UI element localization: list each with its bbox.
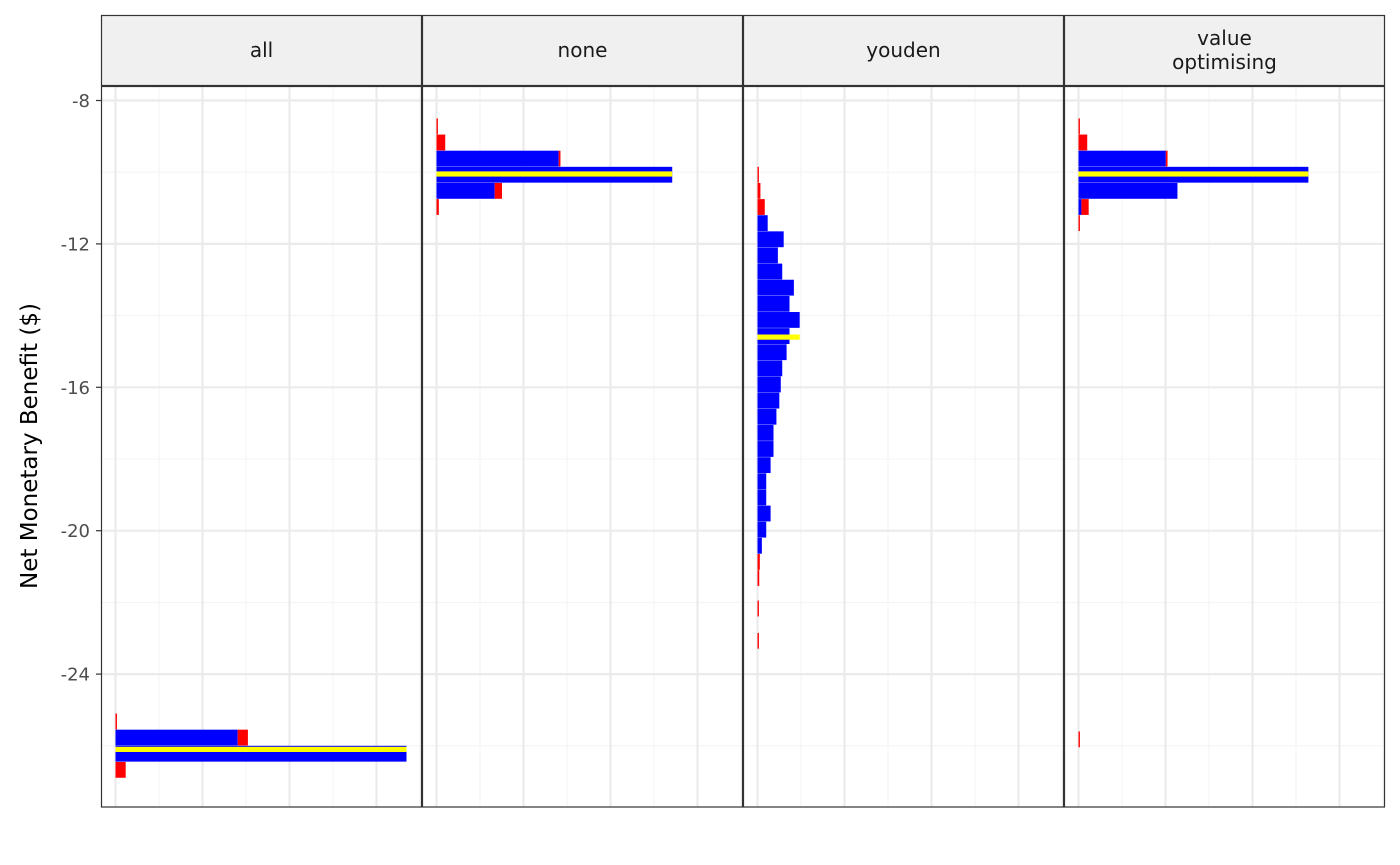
histogram-bar: [757, 457, 771, 474]
y-axis-tick-label: -24: [61, 665, 90, 686]
facet-strip: [742, 14, 1065, 87]
histogram-bar: [757, 392, 780, 409]
facet-strip-label-line: value: [1197, 26, 1252, 50]
y-axis-tick-label: -20: [61, 521, 90, 542]
histogram-bar: [436, 134, 446, 151]
median-line: [115, 746, 407, 752]
histogram-bar: [436, 182, 495, 199]
histogram-bar: [1078, 150, 1166, 167]
histogram-bar: [757, 295, 790, 312]
histogram-bar: [757, 521, 767, 538]
histogram-bar: [436, 150, 559, 167]
histogram-bar: [757, 441, 774, 457]
y-axis-tick-label: -16: [61, 378, 90, 399]
histogram-bar: [436, 118, 438, 135]
histogram-bar: [1165, 150, 1168, 167]
median-line: [757, 334, 800, 340]
y-axis: -8 -12 -16 -20 -24: [61, 91, 101, 686]
histogram-bar: [757, 360, 783, 377]
facet-panels: all none youden value optimising: [100, 14, 1386, 808]
facet-panel: none: [421, 14, 744, 808]
panel-border: [1063, 85, 1386, 808]
histogram-bar: [757, 537, 762, 554]
histogram-bar: [558, 150, 561, 167]
histogram-bar: [436, 199, 439, 215]
facet-panel: youden: [742, 14, 1065, 808]
panel-background: [101, 86, 422, 807]
median-line: [1078, 171, 1309, 177]
facet-strip-label-line: youden: [866, 38, 940, 62]
histogram-bar: [237, 729, 248, 746]
histogram-bar: [757, 632, 759, 649]
histogram-bar: [757, 199, 765, 215]
histogram-bar: [757, 570, 760, 586]
facet-strip-label-line: none: [558, 38, 608, 62]
histogram-bar: [1081, 199, 1089, 215]
panel-background: [422, 86, 743, 807]
histogram-bar: [1078, 731, 1080, 748]
histogram-bar: [757, 182, 761, 199]
panel-background: [743, 86, 1064, 807]
histogram-bar: [115, 761, 126, 778]
histogram-bar: [757, 505, 771, 522]
facet-strip-label-line: all: [250, 38, 273, 62]
facet-strip-label: all: [250, 38, 273, 62]
histogram-bar: [1078, 199, 1082, 215]
facet-strip-label: value optimising: [1172, 26, 1277, 74]
facet-strip: [421, 14, 744, 87]
y-axis-title: Net Monetary Benefit ($): [17, 303, 43, 589]
facet-strip: [1063, 14, 1386, 87]
panel-border: [100, 85, 423, 808]
histogram-bar: [757, 376, 781, 393]
histogram-bar: [1078, 182, 1178, 199]
histogram-bar: [757, 215, 768, 232]
histogram-bar: [757, 600, 759, 617]
histogram-bar: [757, 424, 774, 441]
histogram-bar: [757, 263, 783, 280]
facet-strip: [100, 14, 423, 87]
histogram-bar: [757, 489, 767, 506]
y-axis-tick-label: -8: [72, 91, 90, 112]
histogram-bar: [757, 247, 778, 264]
histogram-bar: [757, 312, 800, 328]
facet-strip-label: none: [558, 38, 608, 62]
histogram-bar: [757, 473, 767, 490]
median-line: [436, 171, 673, 177]
histogram-bar: [757, 344, 787, 361]
histogram-bar: [757, 554, 760, 570]
facet-panel: all: [100, 14, 423, 808]
histogram-bar: [757, 408, 777, 425]
facet-strip-label: youden: [866, 38, 940, 62]
histogram-bar: [757, 279, 794, 296]
histogram-bar: [1078, 118, 1080, 135]
histogram-bar: [115, 713, 117, 730]
histogram-bar: [757, 231, 784, 248]
histogram-bar: [757, 166, 759, 183]
facet-panel: value optimising: [1063, 14, 1386, 808]
facet-strip-label-line: optimising: [1172, 50, 1277, 74]
panel-border: [421, 85, 744, 808]
y-axis-tick-label: -12: [61, 234, 90, 255]
histogram-bar: [494, 182, 502, 199]
panel-border: [742, 85, 1065, 808]
histogram-bar: [1078, 134, 1088, 151]
histogram-bar: [1078, 215, 1080, 232]
panel-background: [1064, 86, 1385, 807]
histogram-bar: [115, 729, 238, 746]
